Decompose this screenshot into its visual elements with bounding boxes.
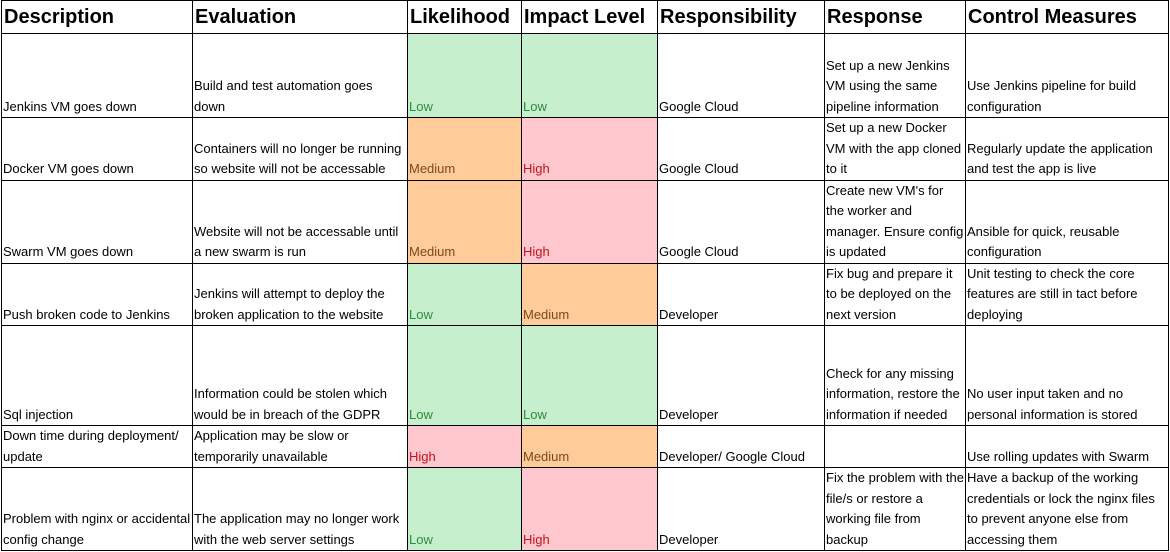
description-cell: Sql injection: [1, 325, 193, 426]
description-cell: Docker VM goes down: [1, 117, 193, 181]
likelihood-cell: Low: [407, 325, 522, 426]
control-measures-cell: Have a backup of the working credentials…: [965, 467, 1169, 551]
likelihood-cell: Medium: [407, 117, 522, 181]
header-likelihood: Likelihood: [407, 0, 522, 34]
responsibility-cell: Developer: [657, 262, 825, 326]
table-row: Down time during deployment/ update Appl…: [1, 425, 1169, 468]
header-evaluation: Evaluation: [192, 0, 408, 34]
impact-cell: High: [521, 117, 658, 181]
control-measures-cell: Use rolling updates with Swarm: [965, 425, 1169, 468]
impact-cell: Medium: [521, 262, 658, 326]
response-cell: Set up a new Docker VM with the app clon…: [824, 117, 966, 181]
evaluation-cell: Containers will no longer be running so …: [192, 117, 408, 181]
evaluation-cell: Build and test automation goes down: [192, 33, 408, 118]
responsibility-cell: Google Cloud: [657, 33, 825, 118]
impact-cell: High: [521, 467, 658, 551]
control-measures-cell: Ansible for quick, reusable configuratio…: [965, 179, 1169, 264]
impact-cell: Medium: [521, 425, 658, 468]
response-cell: Fix the problem with the file/s or resto…: [824, 467, 966, 551]
response-cell: Create new VM's for the worker and manag…: [824, 179, 966, 264]
response-cell: Check for any missing information, resto…: [824, 325, 966, 426]
control-measures-cell: Regularly update the application and tes…: [965, 117, 1169, 181]
description-cell: Swarm VM goes down: [1, 179, 193, 264]
impact-cell: High: [521, 179, 658, 264]
control-measures-cell: No user input taken and no personal info…: [965, 325, 1169, 426]
evaluation-cell: Application may be slow or temporarily u…: [192, 425, 408, 468]
control-measures-cell: Unit testing to check the core features …: [965, 262, 1169, 326]
description-cell: Down time during deployment/ update: [1, 425, 193, 468]
description-cell: Problem with nginx or accidental config …: [1, 467, 193, 551]
responsibility-cell: Google Cloud: [657, 179, 825, 264]
header-response: Response: [824, 0, 966, 34]
header-impact-level: Impact Level: [521, 0, 658, 34]
responsibility-cell: Developer: [657, 467, 825, 551]
likelihood-cell: Low: [407, 262, 522, 326]
likelihood-cell: High: [407, 425, 522, 468]
likelihood-cell: Low: [407, 467, 522, 551]
impact-cell: Low: [521, 33, 658, 118]
responsibility-cell: Developer/ Google Cloud: [657, 425, 825, 468]
impact-cell: Low: [521, 325, 658, 426]
response-cell: [824, 425, 966, 468]
header-description: Description: [1, 0, 193, 34]
evaluation-cell: The application may no longer work with …: [192, 467, 408, 551]
table-row: Problem with nginx or accidental config …: [1, 467, 1169, 551]
response-cell: Fix bug and prepare it to be deployed on…: [824, 262, 966, 326]
evaluation-cell: Website will not be accessable until a n…: [192, 179, 408, 264]
evaluation-cell: Information could be stolen which would …: [192, 325, 408, 426]
control-measures-cell: Use Jenkins pipeline for build configura…: [965, 33, 1169, 118]
header-row: Description Evaluation Likelihood Impact…: [1, 0, 1169, 34]
table-row: Swarm VM goes down Website will not be a…: [1, 179, 1169, 264]
likelihood-cell: Low: [407, 33, 522, 118]
description-cell: Push broken code to Jenkins: [1, 262, 193, 326]
table-row: Sql injection Information could be stole…: [1, 325, 1169, 426]
description-cell: Jenkins VM goes down: [1, 33, 193, 118]
evaluation-cell: Jenkins will attempt to deploy the broke…: [192, 262, 408, 326]
table-row: Jenkins VM goes down Build and test auto…: [1, 33, 1169, 118]
table-row: Docker VM goes down Containers will no l…: [1, 117, 1169, 181]
header-responsibility: Responsibility: [657, 0, 825, 34]
responsibility-cell: Google Cloud: [657, 117, 825, 181]
table-row: Push broken code to Jenkins Jenkins will…: [1, 262, 1169, 326]
response-cell: Set up a new Jenkins VM using the same p…: [824, 33, 966, 118]
header-control-measures: Control Measures: [965, 0, 1169, 34]
responsibility-cell: Developer: [657, 325, 825, 426]
likelihood-cell: Medium: [407, 179, 522, 264]
